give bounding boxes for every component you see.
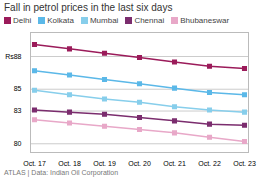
svg-text:80: 80: [14, 140, 22, 147]
svg-text:Oct. 20: Oct. 20: [128, 160, 151, 167]
html-text:Fall in petrol prices in the l: Fall in petrol prices in the last six da…: [4, 2, 173, 13]
svg-text:Rs88: Rs88: [5, 53, 21, 60]
html-text:Bhubaneswar: Bhubaneswar: [180, 16, 230, 25]
svg-text:83: 83: [14, 107, 22, 114]
svg-text:Oct. 22: Oct. 22: [198, 160, 221, 167]
html-text:Chennai: Chennai: [134, 16, 165, 25]
svg-text:Oct. 19: Oct. 19: [93, 160, 116, 167]
html-text:ATLAS | Data: Indian Oil Corpo: ATLAS | Data: Indian Oil Corporation: [4, 169, 119, 176]
svg-text:Oct. 23: Oct. 23: [233, 160, 256, 167]
html-text:Mumbai: Mumbai: [89, 16, 119, 25]
html-text:Delhi: Delhi: [13, 16, 32, 25]
html-text:Kolkata: Kolkata: [47, 16, 74, 25]
svg-text:85: 85: [14, 85, 22, 92]
svg-text:Oct. 18: Oct. 18: [58, 160, 81, 167]
svg-text:Oct. 21: Oct. 21: [163, 160, 186, 167]
svg-text:Oct. 17: Oct. 17: [23, 160, 46, 167]
